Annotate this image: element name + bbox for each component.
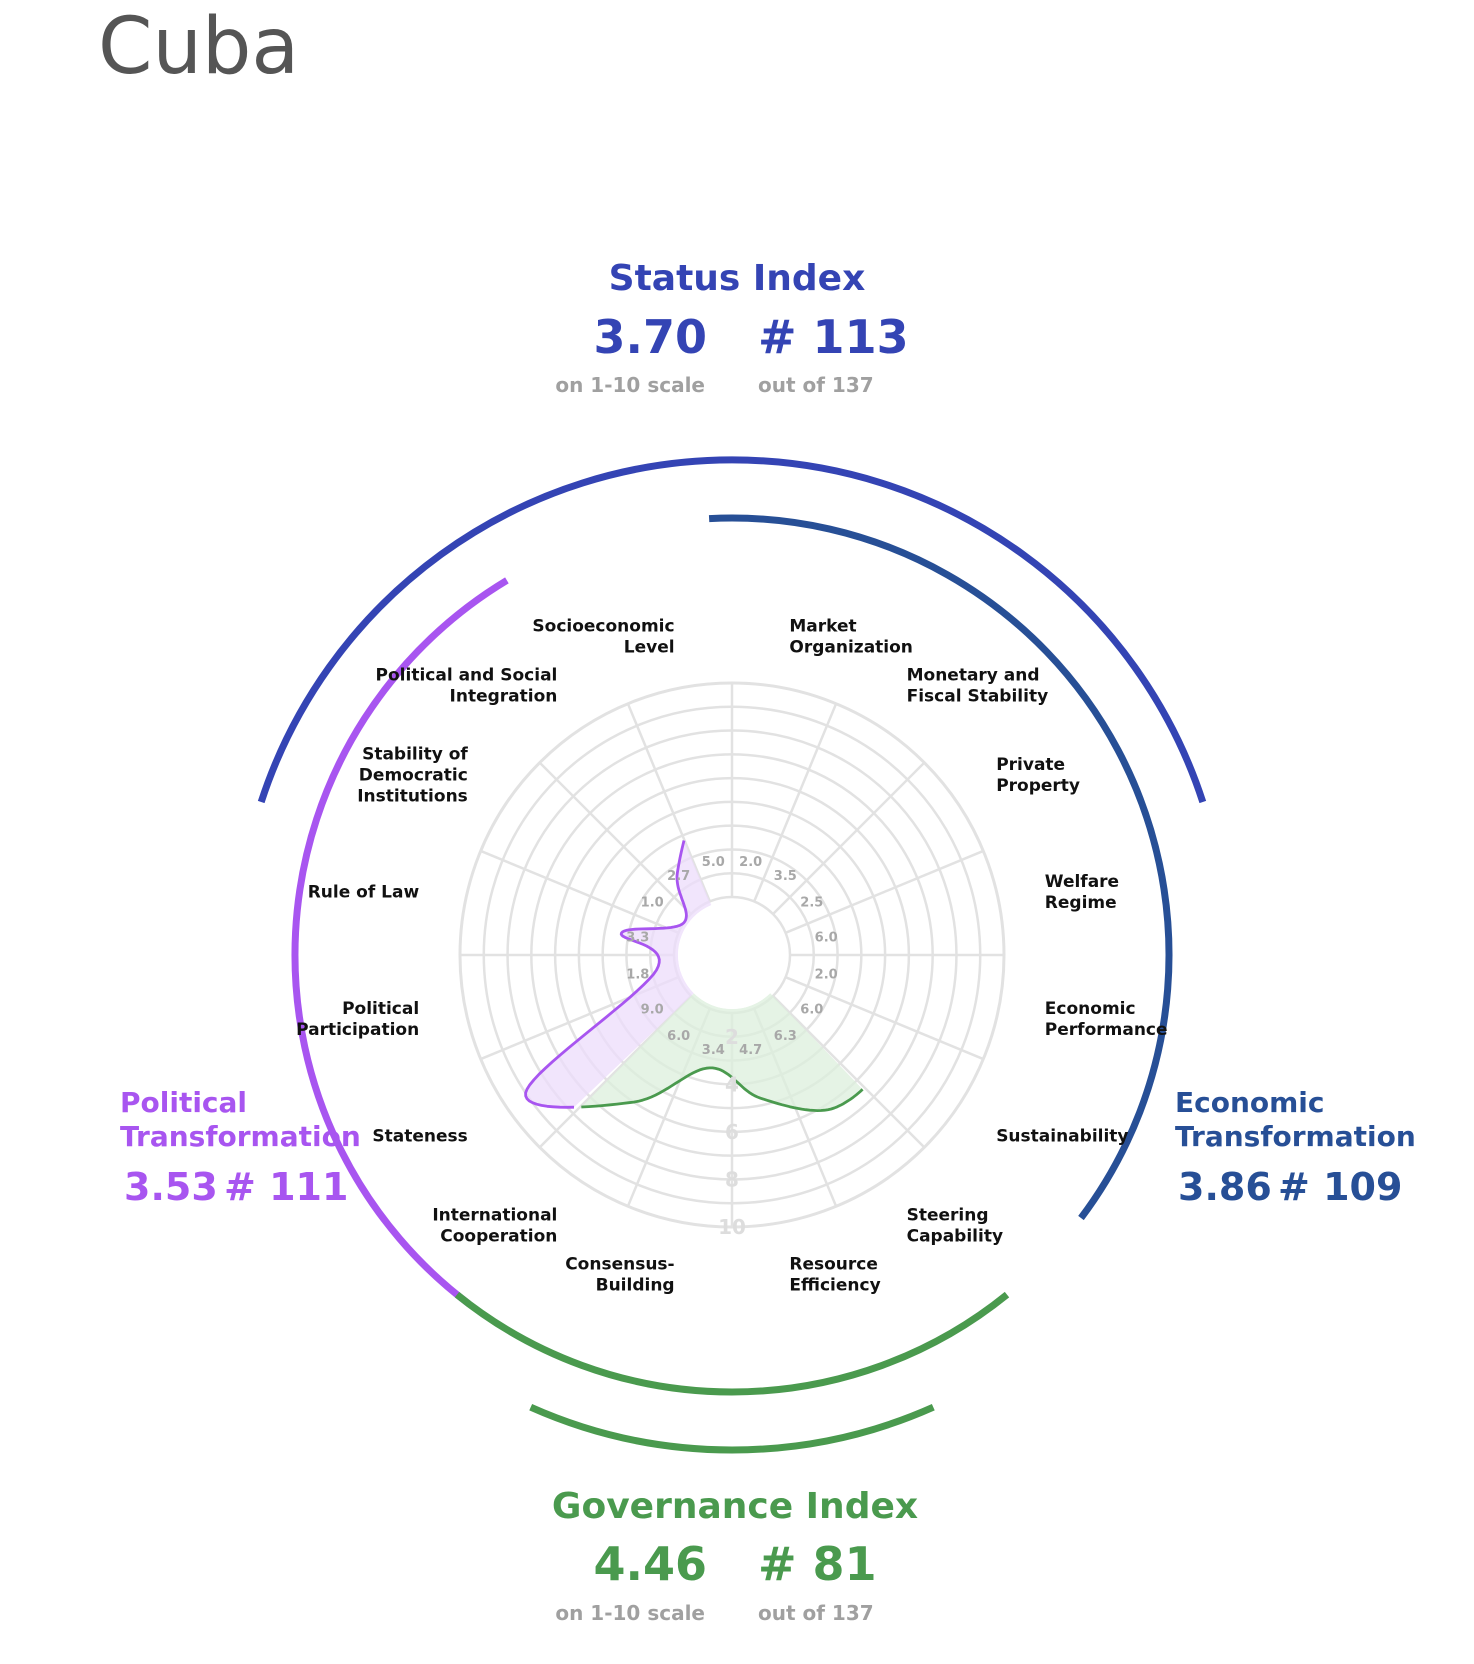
category-label: Resource: [789, 1254, 878, 1274]
governance-index-score-note: on 1-10 scale: [555, 1601, 705, 1625]
score-label: 5.0: [702, 855, 725, 870]
score-label: 6.0: [667, 1029, 690, 1044]
political-area: [525, 840, 712, 1108]
category-label: Rule of Law: [308, 883, 420, 903]
category-label: Building: [596, 1275, 675, 1295]
score-label: 3.3: [626, 930, 649, 945]
grid-spoke: [538, 761, 692, 915]
grid-spoke: [785, 849, 984, 934]
status-index-rank-note: out of 137: [758, 373, 874, 397]
score-label: 2.5: [800, 896, 823, 911]
status-index-score: 3.70: [594, 310, 708, 364]
score-label: 4.7: [739, 1043, 762, 1058]
governance-area: [581, 993, 863, 1111]
category-label: Private: [996, 755, 1065, 775]
country-title: Cuba: [98, 2, 300, 92]
category-label: Democratic: [359, 765, 468, 785]
economic-transformation-rank: # 109: [1278, 1165, 1402, 1209]
category-label: Political: [342, 999, 419, 1019]
score-label: 2.7: [667, 869, 690, 884]
score-label: 9.0: [641, 1002, 664, 1017]
ring-label-10: 10: [718, 1215, 746, 1239]
political-arc: [291, 577, 509, 1307]
category-label: Monetary and: [907, 665, 1040, 685]
score-label: 6.3: [774, 1029, 797, 1044]
category-label: Level: [624, 638, 675, 658]
radar-areas: 2 4 6 8 10: [524, 840, 864, 1239]
score-label: 3.4: [702, 1043, 725, 1058]
economic-transformation-score: 3.86: [1178, 1165, 1272, 1209]
grid-spoke: [480, 849, 679, 934]
political-transformation-rank: # 111: [224, 1165, 348, 1209]
grid-spoke: [772, 995, 926, 1149]
category-label: Regime: [1045, 893, 1117, 913]
economic-transformation-label-2: Transformation: [1175, 1120, 1416, 1153]
ring-label-8: 8: [725, 1167, 739, 1191]
score-labels: 2.03.52.56.02.06.06.34.73.46.09.01.83.31…: [626, 855, 837, 1058]
ring-label-4: 4: [725, 1072, 739, 1096]
index-arcs: [257, 456, 1207, 1454]
status-index-score-note: on 1-10 scale: [555, 373, 705, 397]
category-label: Stateness: [372, 1127, 467, 1147]
grid-spoke: [538, 995, 692, 1149]
governance-index-score: 4.46: [594, 1537, 708, 1591]
political-transformation-label-1: Political: [120, 1086, 247, 1119]
category-label: Stability of: [362, 744, 468, 764]
ring-label-2: 2: [725, 1025, 739, 1049]
governance-index-arc: [529, 1404, 935, 1454]
category-label: Performance: [1045, 1020, 1168, 1040]
category-label: Property: [996, 776, 1080, 796]
grid-spoke: [772, 761, 926, 915]
score-label: 1.8: [626, 968, 649, 983]
category-label: Fiscal Stability: [907, 686, 1049, 706]
governance-index-rank: # 81: [758, 1537, 877, 1591]
center-disc: [678, 901, 786, 1009]
status-index-label: Status Index: [609, 258, 866, 299]
political-transformation-score: 3.53: [124, 1165, 218, 1209]
category-label: Steering: [907, 1206, 989, 1226]
governance-index-label: Governance Index: [552, 1486, 918, 1527]
grid-spoke: [753, 703, 838, 902]
category-label: Capability: [907, 1227, 1003, 1247]
category-label: Participation: [296, 1020, 419, 1040]
score-label: 1.0: [641, 896, 664, 911]
category-label: Cooperation: [440, 1227, 557, 1247]
category-label: Institutions: [357, 786, 468, 806]
score-label: 6.0: [815, 930, 838, 945]
category-label: Welfare: [1045, 872, 1119, 892]
grid-spoke: [785, 976, 984, 1061]
political-transformation-label-2: Transformation: [120, 1120, 361, 1153]
category-label: Political and Social: [376, 665, 558, 685]
category-label: Economic: [1045, 999, 1136, 1019]
category-label: Sustainability: [996, 1127, 1128, 1147]
ring-label-6: 6: [725, 1120, 739, 1144]
category-label: Integration: [450, 686, 558, 706]
category-label: Organization: [789, 638, 913, 658]
governance-index-rank-note: out of 137: [758, 1601, 874, 1625]
governance-arc: [454, 1291, 1010, 1396]
status-index-arc: [257, 456, 1207, 804]
score-label: 3.5: [774, 869, 797, 884]
category-label: Consensus-: [565, 1254, 674, 1274]
economic-transformation-label-1: Economic: [1175, 1086, 1325, 1119]
grid-spoke: [626, 703, 711, 902]
score-label: 6.0: [800, 1002, 823, 1017]
category-label: Market: [789, 617, 856, 637]
category-label: International: [432, 1206, 557, 1226]
economic-arc: [708, 514, 1173, 1221]
status-index-rank: # 113: [758, 310, 909, 364]
score-label: 2.0: [739, 855, 762, 870]
category-label: Socioeconomic: [532, 617, 674, 637]
category-label: Efficiency: [789, 1275, 880, 1295]
governance-line: [581, 1066, 864, 1112]
score-label: 2.0: [815, 968, 838, 983]
political-line: [524, 840, 688, 1109]
